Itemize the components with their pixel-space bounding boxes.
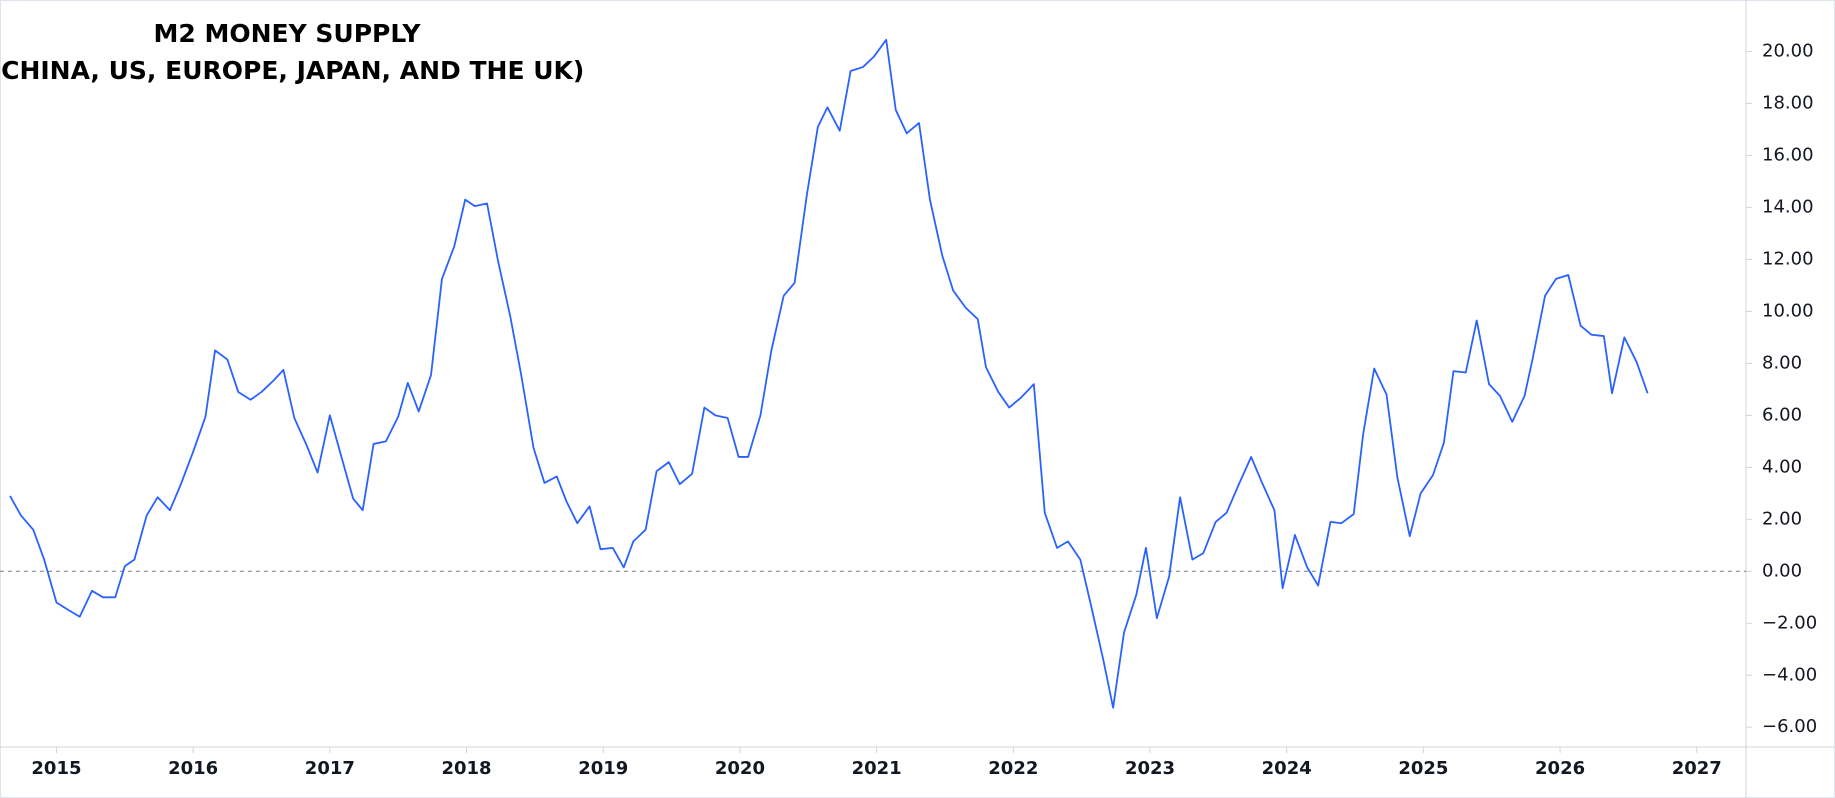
x-tick-label: 2018	[441, 758, 491, 779]
y-tick-label: 18.00	[1762, 92, 1814, 113]
y-tick-label: −6.00	[1762, 716, 1817, 737]
x-tick-label: 2017	[305, 758, 355, 779]
chart-subtitle: (CHINA, US, EUROPE, JAPAN, AND THE UK)	[0, 56, 584, 85]
x-tick-label: 2015	[31, 758, 81, 779]
y-tick-label: 8.00	[1762, 352, 1802, 373]
x-tick-label: 2025	[1398, 758, 1448, 779]
x-tick-label: 2023	[1125, 758, 1175, 779]
x-tick-label: 2021	[852, 758, 902, 779]
x-tick-label: 2024	[1262, 758, 1312, 779]
y-tick-label: 6.00	[1762, 404, 1802, 425]
x-tick-label: 2022	[988, 758, 1038, 779]
y-tick-label: 4.00	[1762, 456, 1802, 477]
x-tick-label: 2026	[1535, 758, 1585, 779]
y-tick-label: 10.00	[1762, 300, 1814, 321]
y-tick-label: 14.00	[1762, 196, 1814, 217]
x-tick-label: 2016	[168, 758, 218, 779]
y-tick-label: 2.00	[1762, 508, 1802, 529]
y-tick-label: −4.00	[1762, 664, 1817, 685]
x-tick-label: 2027	[1672, 758, 1722, 779]
y-tick-label: 16.00	[1762, 144, 1814, 165]
y-tick-label: 20.00	[1762, 40, 1814, 61]
y-tick-label: 0.00	[1762, 560, 1802, 581]
x-tick-label: 2020	[715, 758, 765, 779]
y-tick-label: 12.00	[1762, 248, 1814, 269]
chart-title: M2 MONEY SUPPLY	[153, 19, 421, 48]
y-tick-label: −2.00	[1762, 612, 1817, 633]
line-series	[9, 38, 1649, 709]
x-tick-label: 2019	[578, 758, 628, 779]
